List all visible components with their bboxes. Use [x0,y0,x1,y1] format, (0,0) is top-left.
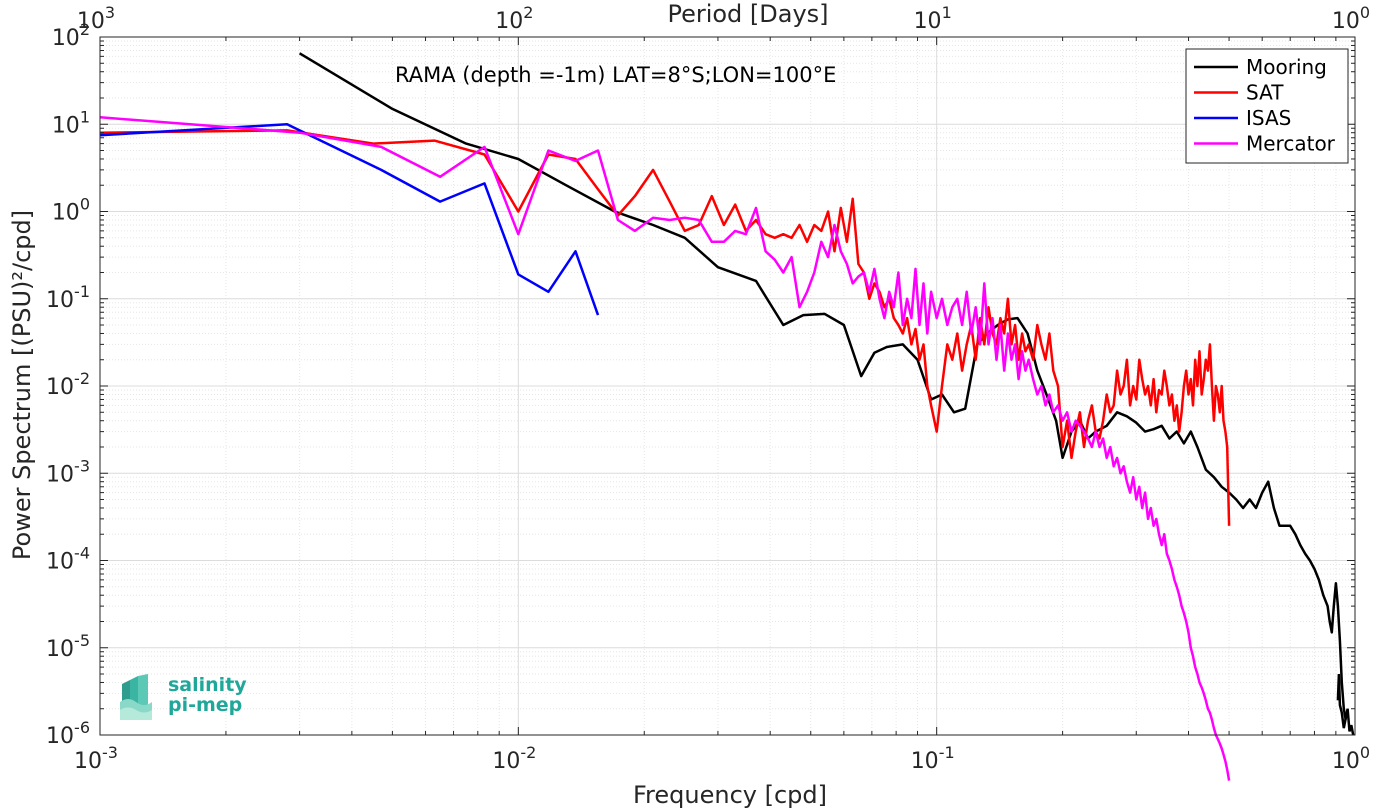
legend-label-isas: ISAS [1246,106,1291,130]
x2-tick-label: 102 [495,3,533,34]
legend-label-mooring: Mooring [1246,55,1327,79]
salinity-pi-mep-logo: salinity pi-mep [118,672,248,722]
y-tick-label: 101 [52,107,90,138]
y-tick-label: 10-3 [46,456,90,487]
x2-axis-title: Period [Days] [667,0,828,28]
y-tick-label: 102 [52,20,90,51]
logo-waves-icon [120,674,152,720]
logo-word-pi-mep: pi-mep [168,694,243,716]
y-tick-label: 100 [52,195,90,226]
logo-word-salinity: salinity [168,674,247,696]
x2-tick-label: 103 [77,3,115,34]
series-line-mooring [298,52,1347,720]
x-tick-label: 10-1 [911,743,955,774]
y-tick-label: 10-5 [46,631,90,662]
series-layer [99,52,1355,781]
legend-label-mercator: Mercator [1246,132,1336,156]
x-tick-label: 100 [1332,743,1370,774]
y-tick-label: 10-2 [46,369,90,400]
series-line-isas [99,123,600,316]
y-axis-title: Power Spectrum [(PSU)²/cpd] [8,210,36,560]
series-line-mercator [99,116,1231,781]
x-tick-label: 10-3 [74,743,118,774]
x-axis-title: Frequency [cpd] [633,781,827,809]
series-mercator [99,116,1231,781]
series-line-sat [99,129,1231,526]
y-tick-label: 10-4 [46,544,90,575]
series-isas [99,123,600,316]
grid [99,36,1356,736]
chart-title: RAMA (depth =-1m) LAT=8°S;LON=100°E [395,63,836,87]
y-tick-label: 10-6 [46,718,90,749]
x-tick-label: 10-2 [492,743,536,774]
x2-tick-label: 101 [914,3,952,34]
legend-label-sat: SAT [1246,81,1284,105]
x2-tick-label: 100 [1332,3,1370,34]
series-line-tail-mooring [1336,673,1355,736]
series-sat [99,129,1231,526]
y-tick-label: 10-1 [46,282,90,313]
series-mooring [298,52,1355,736]
